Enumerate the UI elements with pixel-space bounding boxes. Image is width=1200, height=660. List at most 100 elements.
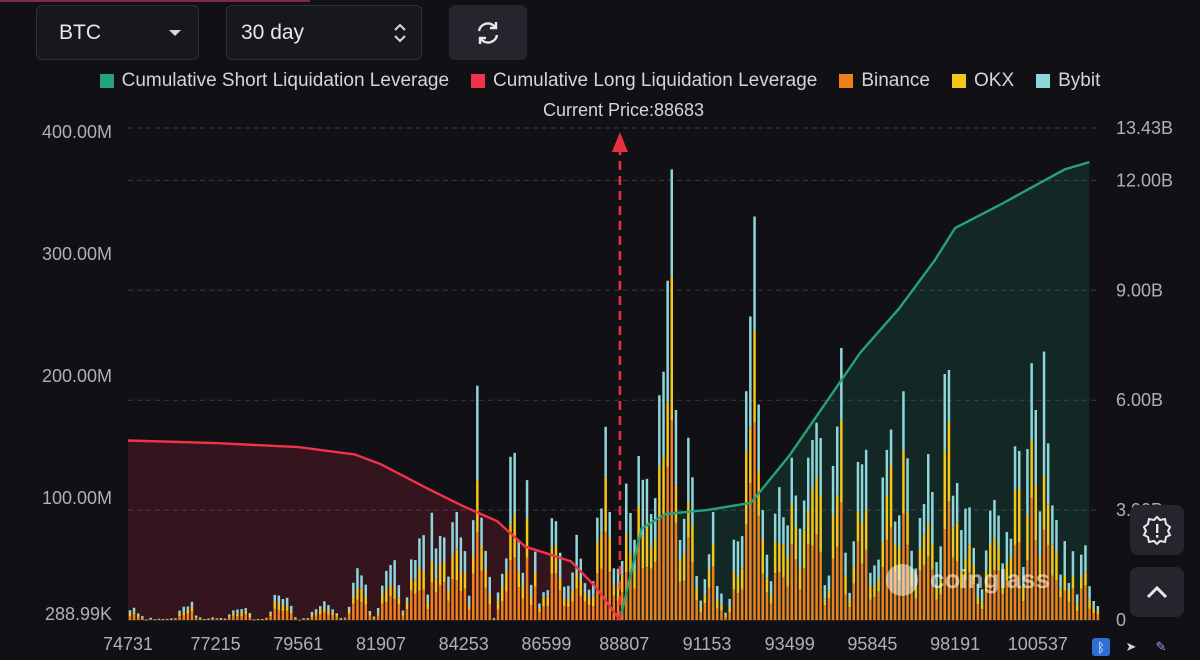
bar-okx — [141, 617, 144, 619]
bar-binance — [525, 557, 529, 620]
bar-okx — [323, 609, 326, 613]
bar-binance — [960, 588, 963, 620]
bar-okx — [1046, 504, 1050, 546]
bar-okx — [860, 523, 864, 564]
bar-bybit — [244, 608, 247, 611]
bar-bybit — [397, 585, 401, 599]
x-tick-label: 84253 — [439, 634, 489, 654]
bar-bybit — [302, 618, 305, 619]
bar-okx — [819, 495, 822, 552]
bar-okx — [352, 596, 355, 604]
bar-binance — [786, 586, 789, 620]
bar-okx — [943, 451, 946, 529]
period-select-value: 30 day — [241, 20, 305, 44]
bar-bybit — [620, 561, 624, 575]
bar-binance — [670, 420, 673, 620]
bar-okx — [840, 419, 843, 503]
bar-bybit — [327, 605, 330, 612]
bar-binance — [277, 609, 281, 620]
coin-select[interactable]: BTC — [36, 5, 199, 60]
bar-okx — [372, 617, 376, 619]
legend-item-short[interactable]: Cumulative Short Liquidation Leverage — [99, 70, 449, 92]
bar-bybit — [455, 512, 458, 550]
bar-binance — [281, 611, 285, 620]
bar-bybit — [736, 541, 740, 577]
bar-bybit — [252, 619, 256, 621]
alert-button[interactable] — [1130, 505, 1184, 555]
bar-okx — [567, 599, 570, 607]
bar-bybit — [600, 508, 603, 534]
bar-binance — [343, 618, 347, 620]
bar-bybit — [587, 589, 591, 598]
refresh-button[interactable] — [449, 5, 527, 60]
bar-binance — [1051, 575, 1054, 620]
bar-binance — [501, 601, 504, 620]
bar-binance — [356, 599, 359, 620]
bar-bybit — [426, 594, 429, 603]
bar-binance — [736, 593, 740, 620]
bar-binance — [616, 601, 620, 620]
bar-binance — [372, 618, 376, 620]
bar-binance — [856, 541, 860, 620]
bar-okx — [285, 605, 289, 612]
bar-binance — [931, 569, 934, 620]
bar-bybit — [844, 552, 847, 576]
bar-binance — [529, 605, 533, 620]
bar-bybit — [422, 535, 425, 571]
bar-bybit — [931, 491, 934, 545]
legend-swatch — [99, 74, 114, 88]
bar-binance — [773, 573, 777, 620]
period-select[interactable]: 30 day — [226, 5, 422, 60]
bar-okx — [480, 546, 483, 571]
legend-item-bybit[interactable]: Bybit — [1036, 70, 1100, 92]
bar-okx — [426, 602, 429, 610]
bar-binance — [269, 616, 272, 620]
bar-okx — [501, 587, 504, 602]
bar-binance — [951, 557, 955, 620]
bar-okx — [728, 606, 731, 612]
legend-item-long[interactable]: Cumulative Long Liquidation Leverage — [471, 70, 817, 92]
bar-bybit — [1080, 554, 1083, 578]
bar-okx — [290, 610, 293, 614]
bar-binance — [728, 612, 731, 620]
bar-bybit — [674, 410, 678, 486]
bar-okx — [132, 611, 136, 615]
bar-okx — [831, 515, 835, 559]
bar-binance — [815, 534, 818, 620]
bar-okx — [232, 613, 235, 616]
bar-okx — [947, 421, 951, 502]
bar-bybit — [323, 601, 326, 610]
bar-okx — [666, 402, 669, 467]
bar-bybit — [794, 495, 798, 527]
bar-binance — [935, 599, 938, 620]
bar-bybit — [410, 559, 413, 580]
bar-okx — [385, 590, 388, 603]
bar-okx — [823, 599, 827, 606]
bar-bybit — [761, 510, 764, 540]
bar-binance — [989, 575, 992, 620]
bar-bybit — [972, 547, 975, 565]
bar-binance — [864, 549, 868, 620]
bar-binance — [434, 592, 438, 620]
bar-okx — [848, 599, 851, 608]
bar-okx — [1042, 474, 1046, 530]
bar-bybit — [877, 559, 880, 579]
scroll-top-button[interactable] — [1130, 567, 1184, 617]
bar-bybit — [889, 429, 893, 466]
bar-binance — [753, 422, 756, 620]
bar-binance — [997, 570, 1000, 620]
legend-item-binance[interactable]: Binance — [839, 70, 930, 92]
bar-okx — [558, 578, 562, 591]
bar-okx — [137, 616, 140, 618]
bar-bybit — [790, 457, 793, 505]
bar-bybit — [732, 539, 736, 572]
bar-okx — [869, 585, 872, 600]
bar-bybit — [1067, 583, 1071, 590]
bar-bybit — [360, 575, 363, 589]
bar-okx — [592, 595, 595, 607]
legend-item-okx[interactable]: OKX — [952, 70, 1014, 92]
bar-bybit — [707, 554, 711, 569]
bar-bybit — [989, 510, 992, 544]
bar-bybit — [782, 517, 785, 545]
y-left-tick-label: 400.00M — [42, 122, 112, 142]
